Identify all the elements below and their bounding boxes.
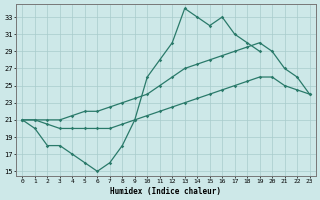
- X-axis label: Humidex (Indice chaleur): Humidex (Indice chaleur): [110, 187, 221, 196]
